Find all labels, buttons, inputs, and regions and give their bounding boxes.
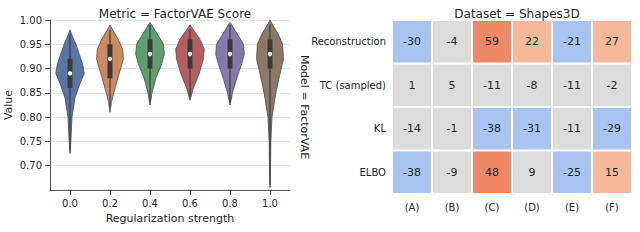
svg-text:-29: -29 bbox=[603, 122, 621, 135]
svg-text:-8: -8 bbox=[527, 79, 538, 92]
svg-text:(D): (D) bbox=[524, 202, 540, 213]
svg-text:Dataset = Shapes3D: Dataset = Shapes3D bbox=[454, 7, 579, 21]
svg-text:0.75: 0.75 bbox=[20, 136, 42, 147]
svg-text:-11: -11 bbox=[563, 79, 581, 92]
svg-text:0.70: 0.70 bbox=[20, 160, 42, 171]
svg-text:1.00: 1.00 bbox=[20, 15, 42, 26]
svg-text:-38: -38 bbox=[403, 166, 421, 179]
svg-text:0.8: 0.8 bbox=[222, 198, 238, 209]
svg-text:TC (sampled): TC (sampled) bbox=[319, 80, 386, 91]
svg-text:KL: KL bbox=[374, 123, 387, 134]
svg-text:-14: -14 bbox=[403, 122, 421, 135]
svg-text:0.6: 0.6 bbox=[182, 198, 198, 209]
svg-text:(B): (B) bbox=[445, 202, 460, 213]
svg-text:Reconstruction: Reconstruction bbox=[311, 36, 386, 47]
svg-text:59: 59 bbox=[485, 35, 499, 48]
svg-text:1: 1 bbox=[409, 79, 416, 92]
svg-text:-2: -2 bbox=[607, 79, 618, 92]
svg-text:0.0: 0.0 bbox=[62, 198, 78, 209]
svg-text:Metric = FactorVAE Score: Metric = FactorVAE Score bbox=[99, 7, 251, 21]
svg-text:0.2: 0.2 bbox=[102, 198, 118, 209]
svg-text:22: 22 bbox=[525, 35, 539, 48]
svg-text:(E): (E) bbox=[565, 202, 579, 213]
svg-text:-11: -11 bbox=[563, 122, 581, 135]
svg-text:Regularization strength: Regularization strength bbox=[106, 212, 235, 225]
svg-text:-11: -11 bbox=[483, 79, 501, 92]
svg-text:0.95: 0.95 bbox=[20, 39, 42, 50]
svg-text:9: 9 bbox=[529, 166, 536, 179]
svg-text:(F): (F) bbox=[605, 202, 619, 213]
svg-text:27: 27 bbox=[605, 35, 619, 48]
svg-text:0.90: 0.90 bbox=[20, 63, 42, 74]
svg-text:-1: -1 bbox=[447, 122, 458, 135]
svg-text:-25: -25 bbox=[563, 166, 581, 179]
svg-text:-9: -9 bbox=[447, 166, 458, 179]
svg-text:48: 48 bbox=[485, 166, 499, 179]
svg-text:15: 15 bbox=[605, 166, 619, 179]
svg-text:Model = FactorVAE: Model = FactorVAE bbox=[298, 55, 311, 159]
svg-text:0.4: 0.4 bbox=[142, 198, 158, 209]
svg-text:-30: -30 bbox=[403, 35, 421, 48]
svg-text:(C): (C) bbox=[485, 202, 500, 213]
svg-text:1.0: 1.0 bbox=[262, 198, 278, 209]
svg-text:0.85: 0.85 bbox=[20, 87, 42, 98]
svg-text:ELBO: ELBO bbox=[360, 167, 387, 178]
svg-text:0.80: 0.80 bbox=[20, 112, 42, 123]
svg-text:-38: -38 bbox=[483, 122, 501, 135]
svg-text:5: 5 bbox=[449, 79, 456, 92]
svg-text:-31: -31 bbox=[523, 122, 541, 135]
svg-text:-4: -4 bbox=[447, 35, 458, 48]
svg-text:-21: -21 bbox=[563, 35, 581, 48]
svg-text:(A): (A) bbox=[405, 202, 420, 213]
svg-text:Value: Value bbox=[2, 90, 15, 120]
